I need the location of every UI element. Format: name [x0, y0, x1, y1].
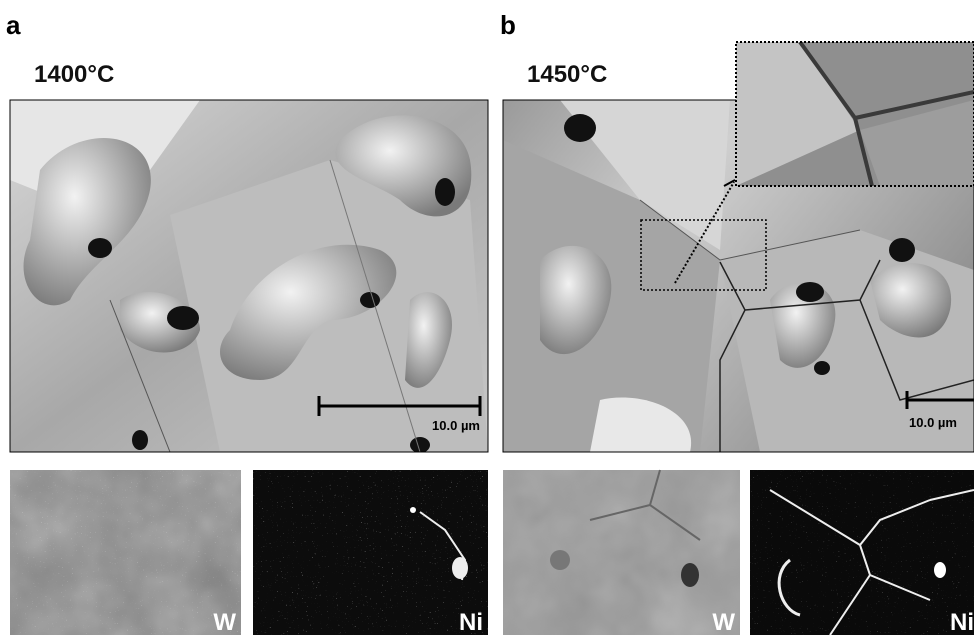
panel-label: b	[500, 10, 516, 40]
map-label: Ni	[950, 609, 974, 635]
sem-image	[10, 100, 488, 453]
temperature: 1400°C	[34, 61, 114, 88]
map-label: W	[712, 609, 735, 635]
inset	[736, 42, 974, 186]
ni-map	[253, 470, 488, 635]
map-label: Ni	[459, 609, 483, 635]
ni-map	[750, 470, 974, 635]
panel-label: a	[6, 10, 21, 40]
figure: a 1400°C 10.0 µm W Ni b 1450°C	[0, 0, 974, 635]
scale-bar-label: 10.0 µm	[432, 418, 480, 433]
w-map	[10, 470, 241, 635]
map-label: W	[213, 609, 236, 635]
w-map	[503, 470, 740, 635]
scale-bar-label: 10.0 µm	[909, 415, 957, 430]
temperature: 1450°C	[527, 61, 607, 88]
